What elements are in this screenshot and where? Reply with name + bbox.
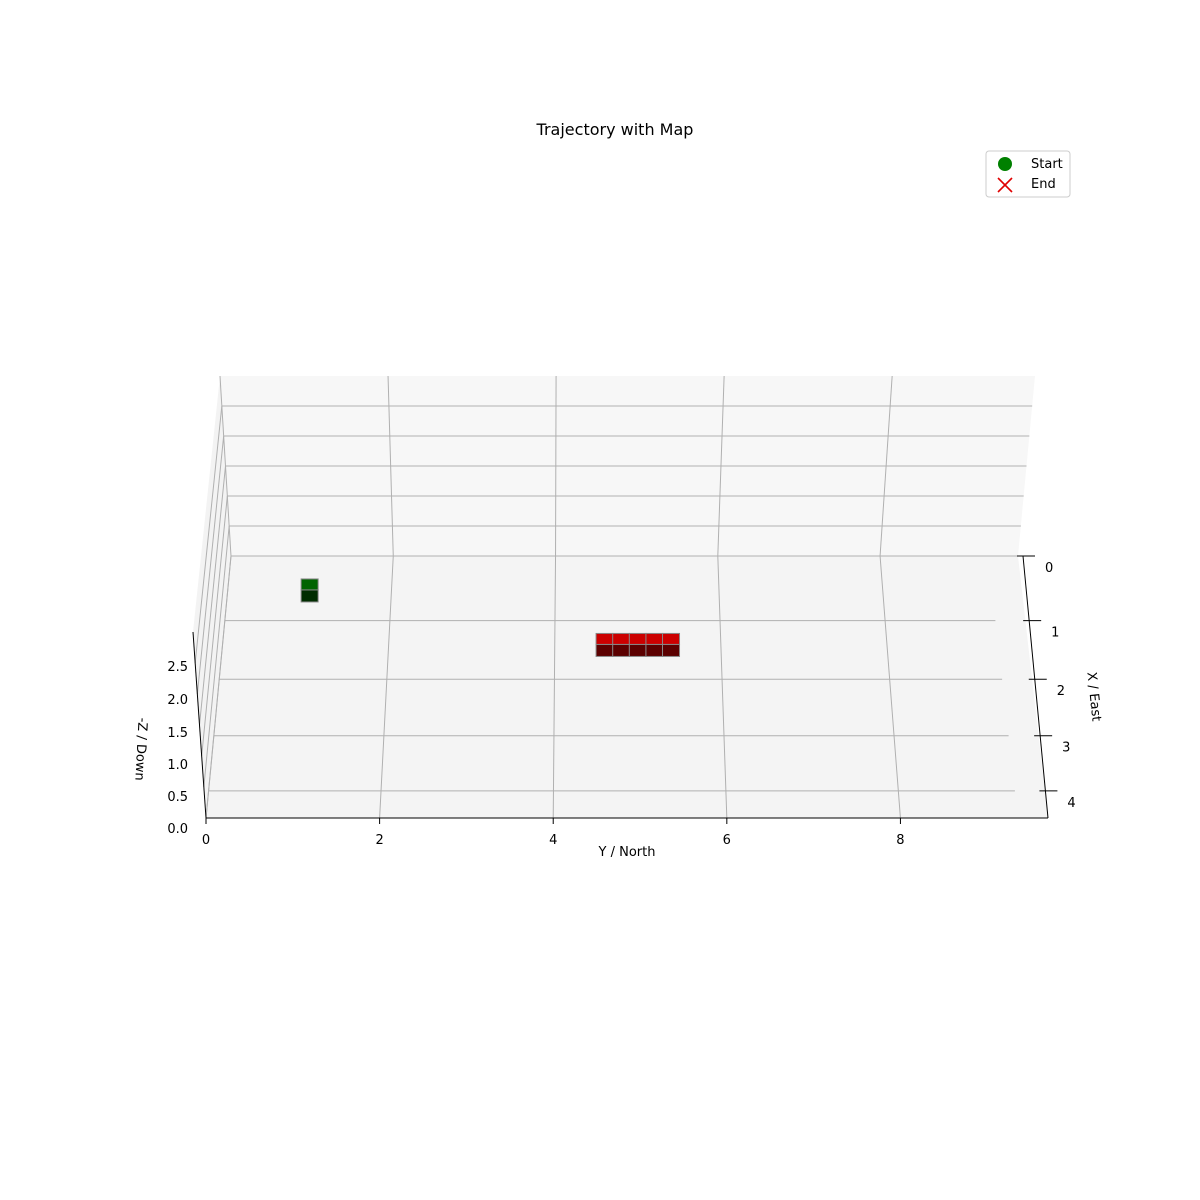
floor-pane	[206, 556, 1048, 818]
y-tick-label-4: 8	[896, 833, 904, 848]
goal-block-cell-top-3	[645, 632, 664, 645]
left-wall-grid-line-z-4	[196, 435, 225, 695]
start-block-cell-front-0	[300, 589, 319, 603]
goal-block-cell-top-4	[662, 632, 681, 645]
legend-end-label: End	[1031, 177, 1056, 192]
grid-line-y-1	[379, 555, 394, 819]
z-tick-label-1: 0.5	[167, 790, 188, 805]
x-axis-label: X / East	[1083, 671, 1103, 722]
y-tick-label-0: 0	[202, 833, 210, 848]
x-tick-label-0: 0	[1045, 561, 1053, 576]
goal-block-cell-top-1	[612, 632, 631, 645]
goal-block-cell-top-2	[628, 632, 647, 645]
z-tick-label-5: 2.5	[167, 660, 188, 675]
legend-end-marker	[997, 177, 1013, 193]
left-wall-grid-line-z-1	[203, 525, 230, 788]
grid-line-y-4	[879, 555, 901, 819]
goal-block-cell-front-1	[612, 643, 631, 657]
left-wall-grid-line-z-2	[201, 495, 228, 757]
grid-lines	[194, 375, 1033, 819]
z-tick-label-4: 2.0	[167, 693, 188, 708]
legend-start-marker	[998, 157, 1012, 171]
legend-start-label: Start	[1031, 157, 1063, 172]
map-blocks	[300, 578, 681, 657]
y-tick-label-3: 6	[723, 833, 731, 848]
y-axis-ticks: 0 2 4 6 8	[202, 818, 905, 848]
z-tick-label-0: 0.0	[167, 822, 188, 837]
y-axis-label: Y / North	[598, 845, 656, 860]
x-tick-label-4: 4	[1067, 796, 1075, 811]
z-axis-ticks: 0.0 0.5 1.0 1.5 2.0 2.5	[167, 660, 188, 837]
x-tick-label-2: 2	[1057, 684, 1065, 699]
left-wall-grid-line-z-0	[205, 555, 232, 819]
z-axis-line	[192, 631, 207, 819]
x-tick-label-1: 1	[1051, 626, 1059, 641]
goal-block-cell-front-0	[595, 643, 614, 657]
z-axis-label: -Z / Down	[131, 717, 149, 781]
goal-block-cell-front-4	[662, 643, 681, 657]
x-axis-ticks: 0 1 2 3 4	[1017, 555, 1076, 811]
goal-block	[595, 632, 681, 657]
x-axis-line	[1022, 555, 1049, 819]
z-tick-label-2: 1.0	[167, 758, 188, 773]
y-tick-label-1: 2	[375, 833, 383, 848]
goal-block-cell-front-3	[645, 643, 664, 657]
start-block-cell-top-0	[300, 578, 319, 591]
left-wall-grid-line-z-3	[199, 465, 226, 726]
legend: Start End	[985, 150, 1071, 198]
grid-line-y-3	[717, 555, 728, 819]
goal-block-cell-front-2	[628, 643, 647, 657]
grid-line-y-2	[552, 555, 557, 819]
chart-title: Trajectory with Map	[536, 120, 694, 139]
goal-block-cell-top-0	[595, 632, 614, 645]
start-block	[300, 578, 319, 603]
y-tick-label-2: 4	[549, 833, 557, 848]
z-tick-label-3: 1.5	[167, 726, 188, 741]
x-tick-label-3: 3	[1062, 741, 1070, 756]
left-wall-grid-line-z-5	[194, 405, 223, 664]
